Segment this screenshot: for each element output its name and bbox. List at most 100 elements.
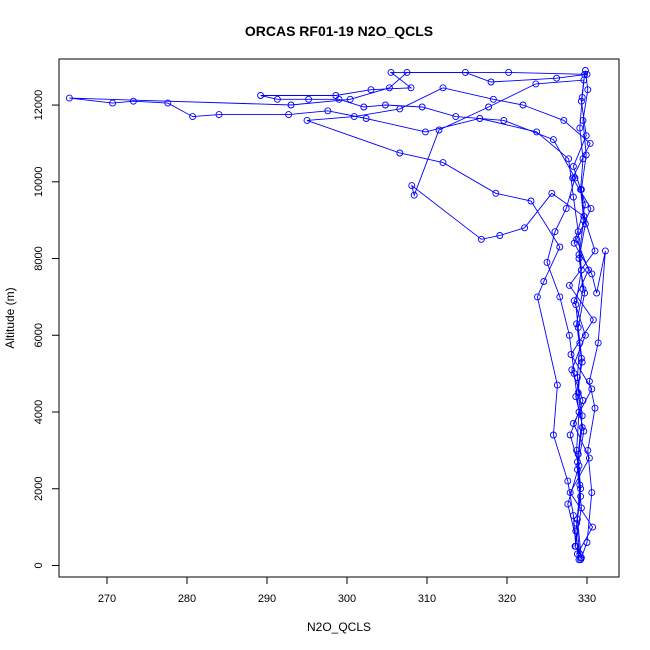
- data-point: [593, 289, 601, 297]
- data-point: [576, 124, 584, 132]
- data-point: [583, 539, 591, 546]
- data-point: [577, 186, 585, 193]
- data-point: [396, 105, 404, 113]
- y-tick-label: 10000: [33, 166, 45, 197]
- data-point: [591, 404, 599, 412]
- data-point: [496, 232, 504, 239]
- data-point: [540, 278, 548, 285]
- y-tick-label: 2000: [33, 477, 45, 501]
- data-point: [273, 95, 281, 103]
- y-tick-label: 4000: [33, 400, 45, 424]
- data-point: [549, 431, 557, 439]
- data-point: [581, 201, 589, 209]
- data-point: [385, 84, 393, 92]
- data-point: [577, 556, 585, 564]
- data-point: [601, 247, 609, 255]
- data-point: [576, 481, 584, 489]
- x-tick-label: 320: [498, 593, 516, 605]
- data-point: [362, 115, 370, 122]
- data-point: [566, 431, 574, 439]
- data-point: [589, 523, 597, 531]
- x-tick-label: 330: [578, 593, 596, 605]
- data-point: [350, 113, 358, 121]
- data-point: [549, 136, 557, 144]
- data-point: [585, 454, 593, 462]
- data-point: [287, 101, 295, 109]
- y-tick-label: 0: [33, 562, 45, 568]
- series-line-1: [69, 70, 589, 560]
- data-point: [569, 512, 577, 520]
- data-point: [109, 99, 117, 107]
- data-point: [573, 550, 581, 558]
- data-point: [521, 224, 529, 232]
- x-tick-label: 290: [258, 593, 276, 605]
- data-point: [580, 212, 588, 220]
- data-point: [439, 159, 447, 167]
- y-axis: 0 2000 4000 6000 8000 10000 12000: [33, 90, 59, 569]
- data-point: [575, 462, 583, 470]
- data-point: [360, 103, 368, 111]
- data-point: [303, 116, 311, 124]
- data-point: [387, 68, 395, 76]
- x-tick-label: 270: [98, 593, 116, 605]
- data-point: [65, 94, 73, 102]
- data-point: [553, 381, 561, 389]
- data-point: [129, 97, 137, 105]
- data-point: [335, 95, 343, 103]
- data-point: [435, 126, 443, 134]
- data-point: [189, 113, 197, 121]
- x-tick-label: 280: [178, 593, 196, 605]
- data-point: [407, 84, 415, 92]
- data-point: [572, 527, 580, 535]
- data-point: [573, 235, 581, 243]
- data-point: [568, 366, 576, 374]
- data-point: [571, 174, 579, 182]
- data-point: [569, 174, 577, 182]
- data-point: [418, 103, 426, 111]
- data-point: [577, 97, 585, 105]
- data-point: [489, 95, 497, 103]
- x-tick-label: 310: [418, 593, 436, 605]
- data-point: [572, 301, 580, 309]
- data-point: [572, 542, 580, 550]
- data-point: [533, 293, 541, 301]
- data-point: [556, 243, 564, 251]
- data-point: [583, 70, 591, 78]
- data-point: [215, 111, 223, 119]
- data-point: [574, 389, 582, 397]
- data-point: [584, 86, 592, 94]
- data-point: [594, 339, 602, 347]
- data-point: [570, 239, 578, 247]
- data-point: [452, 113, 460, 121]
- data-point: [591, 247, 599, 255]
- data-point: [581, 331, 589, 339]
- data-point: [485, 103, 493, 111]
- data-point: [257, 92, 265, 99]
- data-point: [579, 285, 587, 293]
- data-point: [285, 111, 293, 119]
- data-point: [532, 80, 540, 88]
- points-layer: [65, 67, 609, 564]
- data-point: [569, 162, 577, 170]
- data-point: [564, 477, 572, 485]
- data-point: [567, 351, 575, 358]
- data-point: [403, 68, 411, 76]
- data-point: [500, 116, 508, 124]
- data-point: [577, 266, 585, 274]
- data-point: [577, 485, 585, 493]
- data-point: [543, 258, 551, 266]
- data-point: [578, 358, 586, 366]
- data-point: [573, 320, 581, 328]
- data-point: [527, 197, 535, 205]
- data-point: [560, 116, 568, 124]
- plot-frame: [58, 58, 620, 578]
- data-point: [588, 385, 596, 393]
- data-point: [533, 128, 541, 136]
- data-point: [487, 78, 495, 86]
- data-point: [565, 281, 573, 289]
- data-point: [577, 504, 585, 512]
- data-point: [589, 316, 597, 324]
- data-point: [578, 423, 586, 431]
- data-point: [579, 116, 587, 124]
